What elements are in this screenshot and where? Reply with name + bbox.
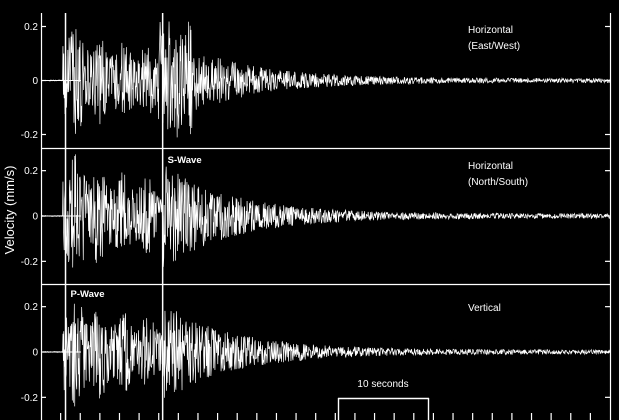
y-tick-label: -0.2 (21, 257, 39, 268)
panel-2-label-line-2: (North/South) (468, 177, 528, 188)
scale-bar-label: 10 seconds (357, 379, 408, 390)
waveform-layer (40, 21, 611, 407)
scale-bar: 10 seconds (337, 379, 430, 420)
panel-1-label-line-1: Horizontal (468, 25, 513, 36)
tick-layer: 0.2 0 -0.2 0.2 0 -0.2 0.2 0 -0.2 (21, 22, 610, 420)
y-tick-label: 0.2 (24, 166, 38, 177)
panel-3-label-line-1: Vertical (468, 303, 501, 314)
y-tick-label: 0 (32, 76, 38, 87)
y-tick-label: 0 (32, 348, 38, 359)
waveform-trace-panel-2 (40, 154, 611, 268)
p-wave-label: P-Wave (71, 289, 105, 300)
waveform-trace-panel-3 (40, 303, 611, 407)
y-tick-label: 0 (32, 212, 38, 223)
panel-labels: Horizontal (East/West) Horizontal (North… (468, 25, 528, 314)
panel-1-label-line-2: (East/West) (468, 41, 520, 52)
panel-2-label-line-1: Horizontal (468, 161, 513, 172)
y-tick-label: 0.2 (24, 302, 38, 313)
y-tick-label: -0.2 (21, 130, 39, 141)
s-wave-label: S-Wave (168, 155, 202, 166)
waveform-trace-panel-1 (40, 21, 611, 138)
y-axis-label: Velocity (mm/s) (2, 166, 17, 255)
y-tick-label: -0.2 (21, 393, 39, 404)
wave-arrival-markers: P-Wave S-Wave (64, 13, 202, 420)
y-tick-label: 0.2 (24, 22, 38, 33)
